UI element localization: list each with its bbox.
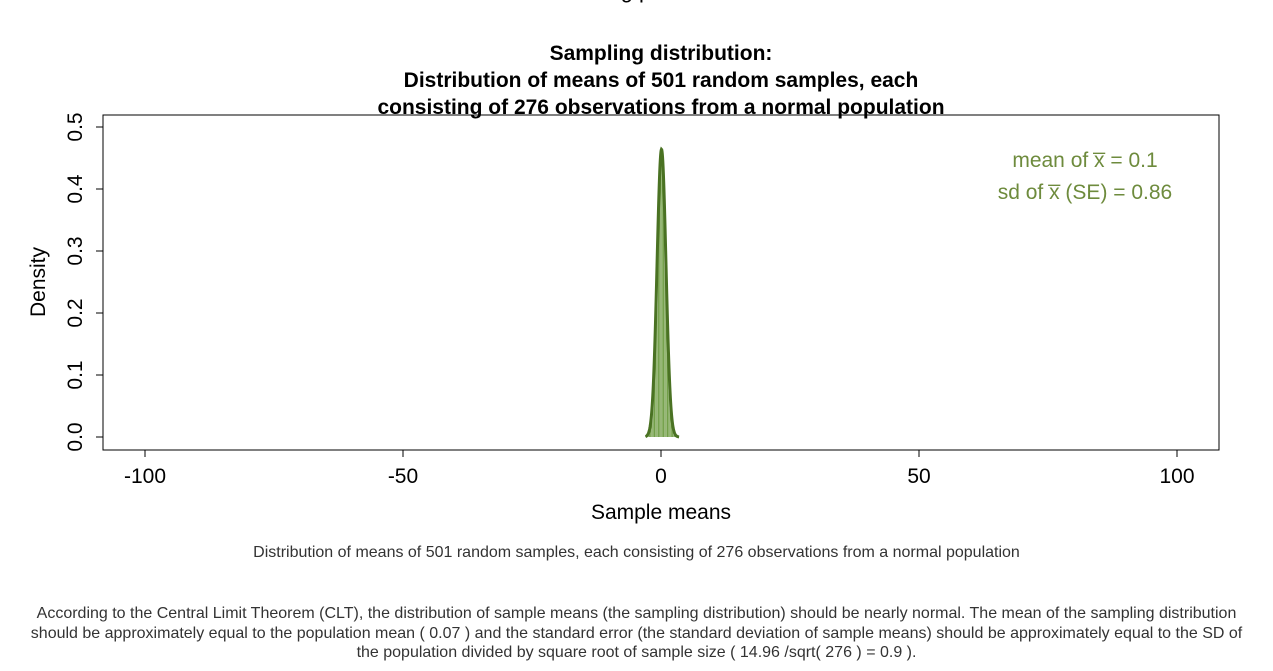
x-tick-label: -100 [124, 465, 166, 488]
y-tick-label: 0.4 [64, 174, 87, 204]
y-tick-label: 0.2 [64, 298, 87, 327]
mean-annotation: mean of x̅ = 0.1 [1012, 149, 1157, 172]
stats-annotation: mean of x̅ = 0.1 sd of x̅ (SE) = 0.86 [998, 149, 1173, 204]
x-tick-label: 0 [655, 465, 667, 488]
density-fill-lines [645, 151, 680, 437]
x-tick-label: -50 [388, 465, 418, 488]
page-header-fragment: g p [621, 0, 652, 3]
sampling-distribution-chart: g p Sampling distribution: Distribution … [27, 0, 1220, 524]
y-axis-label: Density [27, 246, 50, 317]
x-tick-label: 100 [1159, 465, 1194, 488]
y-tick-label: 0.5 [64, 112, 87, 141]
clt-explanation: According to the Central Limit Theorem (… [30, 605, 1243, 661]
chart-title-line-1: Sampling distribution: [550, 42, 773, 65]
y-tick-label: 0.1 [64, 360, 87, 389]
chart-title-line-3: consisting of 276 observations from a no… [377, 96, 944, 119]
y-tick-label: 0.3 [64, 236, 87, 265]
x-tick-label: 50 [907, 465, 930, 488]
sd-annotation: sd of x̅ (SE) = 0.86 [998, 181, 1173, 204]
x-axis-label: Sample means [591, 501, 731, 524]
figure-caption: Distribution of means of 501 random samp… [253, 544, 1020, 561]
chart-title: Sampling distribution: Distribution of m… [377, 42, 944, 119]
x-axis: -100 -50 0 50 100 [124, 449, 1195, 488]
y-tick-label: 0.0 [64, 422, 87, 451]
density-curve [644, 146, 680, 439]
chart-title-line-2: Distribution of means of 501 random samp… [404, 69, 919, 92]
y-axis: 0.0 0.1 0.2 0.3 0.4 0.5 [64, 112, 104, 452]
